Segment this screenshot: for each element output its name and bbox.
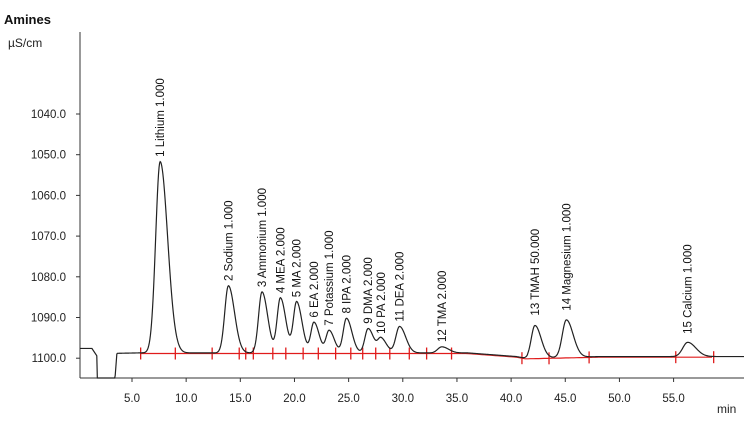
x-tick-label: 45.0 <box>554 393 576 405</box>
x-tick-label: 15.0 <box>229 393 251 405</box>
y-axis: 1040.0 1050.0 1060.0 1070.0 1080.0 1090.0 1100… <box>31 109 80 365</box>
x-tick-label: 10.0 <box>175 393 197 405</box>
x-tick-label: 55.0 <box>662 393 684 405</box>
peak-label: 4 MEA 2.000 <box>275 227 287 293</box>
x-tick-label: 50.0 <box>608 393 630 405</box>
x-tick-label: 25.0 <box>337 393 359 405</box>
peak-label: 10 PA 2.000 <box>376 272 388 334</box>
y-tick-label: 1090.0 <box>31 313 66 325</box>
x-tick-label: 5.0 <box>124 393 140 405</box>
x-axis-label: min <box>717 402 736 416</box>
chart-title: Amines <box>4 12 51 27</box>
peak-label: 5 MA 2.000 <box>292 239 304 297</box>
peak-label: 1 Lithium 1.000 <box>155 78 167 157</box>
peak-label: 12 TMA 2.000 <box>437 271 449 342</box>
peak-label: 3 Ammonium 1.000 <box>257 188 269 287</box>
peak-label: 15 Calcium 1.000 <box>683 244 695 334</box>
peak-label: 6 EA 2.000 <box>309 261 321 317</box>
y-axis-label: µS/cm <box>8 36 42 50</box>
peak-label: 9 DMA 2.000 <box>363 257 375 323</box>
peak-label: 7 Potassium 1.000 <box>324 230 336 325</box>
x-tick-label: 35.0 <box>446 393 468 405</box>
x-tick-label: 30.0 <box>392 393 414 405</box>
x-axis: 5.0 10.0 15.0 20.0 25.0 30.0 35.0 40.0 45.0 50.0 5… <box>124 378 685 405</box>
integration-marks <box>140 347 715 365</box>
y-tick-label: 1100.0 <box>32 353 66 365</box>
x-tick-label: 20.0 <box>283 393 305 405</box>
peak-label: 8 IPA 2.000 <box>341 255 353 314</box>
y-tick-label: 1040.0 <box>31 109 66 121</box>
y-tick-label: 1050.0 <box>31 150 66 162</box>
peak-label: 13 TMAH 50.000 <box>530 229 542 316</box>
y-tick-label: 1070.0 <box>31 231 66 243</box>
peak-label: 11 DEA 2.000 <box>395 252 407 322</box>
peak-labels: 1 Lithium 1.000 2 Sodium 1.000 3 Ammonium … <box>155 78 695 342</box>
y-tick-label: 1080.0 <box>31 272 66 284</box>
y-tick-label: 1060.0 <box>31 190 66 202</box>
peak-label: 2 Sodium 1.000 <box>223 200 235 281</box>
chromatogram-trace <box>80 160 744 379</box>
peak-label: 14 Magnesium 1.000 <box>561 203 573 310</box>
x-tick-label: 40.0 <box>500 393 522 405</box>
